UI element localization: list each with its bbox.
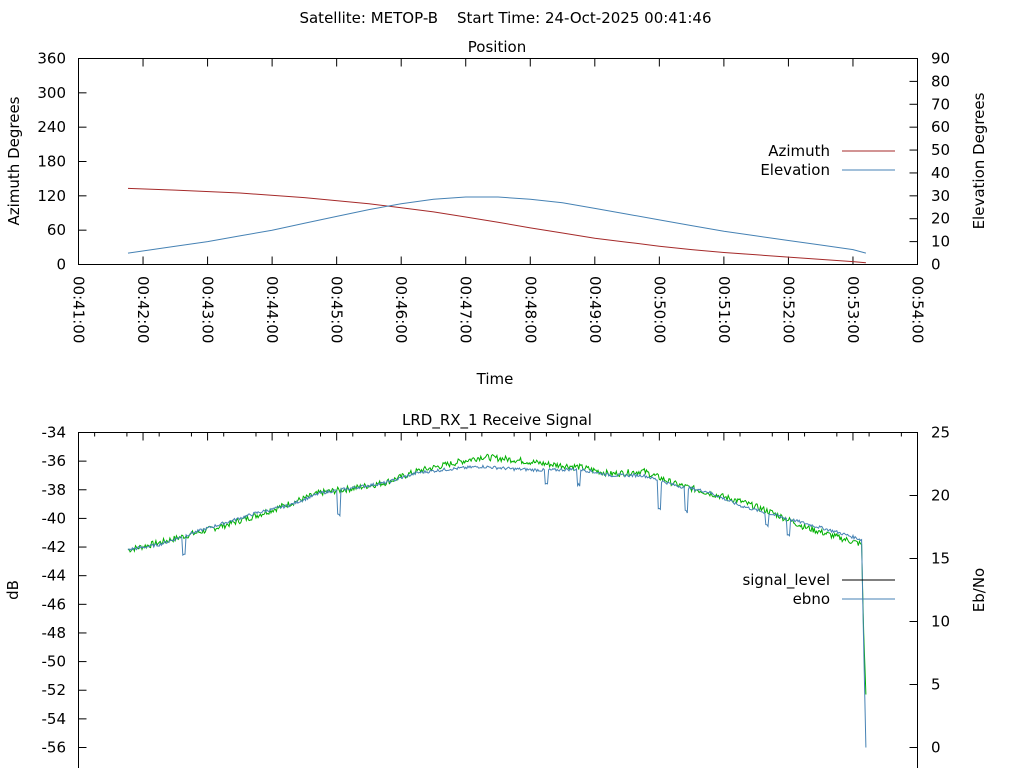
series-line-elevation xyxy=(127,196,867,254)
signal-ytick-label: -56 xyxy=(42,739,67,757)
position-title: Position xyxy=(468,38,526,56)
position-y2tick-label: 90 xyxy=(931,50,950,68)
series-line-azimuth xyxy=(127,187,866,264)
series-line-signal-level xyxy=(127,453,867,695)
signal-ytick-label: -42 xyxy=(42,538,67,556)
signal-ytick-label: -34 xyxy=(42,424,67,442)
signal-y2label: Eb/No xyxy=(970,568,988,612)
signal-y2tick-label: 20 xyxy=(931,487,950,505)
position-y2tick-label: 20 xyxy=(931,210,950,228)
start-time-label: Start Time: 24-Oct-2025 00:41:46 xyxy=(457,9,712,27)
signal-ytick-label: -50 xyxy=(42,653,67,671)
position-series xyxy=(127,187,867,264)
position-xtick-label: 00:54:00 xyxy=(909,276,927,343)
legend-label-elevation: Elevation xyxy=(760,161,830,179)
signal-y2tick-label: 10 xyxy=(931,613,950,631)
signal-y2tick-label: 5 xyxy=(931,676,941,694)
position-ytick-label: 240 xyxy=(37,118,66,136)
signal-legend: signal_level ebno xyxy=(742,571,895,608)
position-xtick-label: 00:52:00 xyxy=(779,276,797,343)
signal-title: LRD_RX_1 Receive Signal xyxy=(402,411,592,430)
position-xtick-label: 00:50:00 xyxy=(650,276,668,343)
series-line-ebno xyxy=(127,464,867,748)
position-chart: Position 0 60 120 180 240 300 360 0 10 20 30 40 50 60… xyxy=(5,38,988,388)
signal-y2tick-label: 25 xyxy=(931,424,950,442)
position-xtick-label: 00:45:00 xyxy=(328,276,346,343)
position-xtick-label: 00:41:00 xyxy=(70,276,88,343)
signal-y2tick-label: 0 xyxy=(931,739,941,757)
position-y2tick-label: 60 xyxy=(931,118,950,136)
position-ytick-label: 0 xyxy=(56,256,66,274)
position-ytick-label: 360 xyxy=(37,50,66,68)
signal-ytick-label: -46 xyxy=(42,595,67,613)
position-xtick-label: 00:46:00 xyxy=(392,276,410,343)
position-xtick-label: 00:48:00 xyxy=(521,276,539,343)
signal-ylabel: dB xyxy=(4,580,22,600)
position-ytick-label: 60 xyxy=(47,221,66,239)
position-y2tick-label: 70 xyxy=(931,95,950,113)
position-xtick-label: 00:47:00 xyxy=(457,276,475,343)
position-xlabel: Time xyxy=(476,370,514,388)
position-xtick-label: 00:42:00 xyxy=(134,276,152,343)
signal-ticks: -56 -54 -52 -50 -48 -46 -44 -42 -40 -38 -36 -34 0 5 10… xyxy=(42,424,951,757)
position-y2tick-label: 30 xyxy=(931,187,950,205)
signal-ytick-label: -36 xyxy=(42,452,67,470)
position-ytick-label: 300 xyxy=(37,84,66,102)
position-ytick-label: 180 xyxy=(37,153,66,171)
signal-plot-frame xyxy=(78,432,918,768)
position-y2tick-label: 10 xyxy=(931,233,950,251)
position-xtick-label: 00:44:00 xyxy=(263,276,281,343)
position-ticks: 0 60 120 180 240 300 360 0 10 20 30 40 50 60 70 80 90 00:… xyxy=(37,50,950,344)
signal-ytick-label: -54 xyxy=(42,710,67,728)
signal-ytick-label: -44 xyxy=(42,567,67,585)
position-xtick-label: 00:49:00 xyxy=(586,276,604,343)
signal-ytick-label: -52 xyxy=(42,681,67,699)
position-y2tick-label: 80 xyxy=(931,72,950,90)
position-y2label: Elevation Degrees xyxy=(970,92,988,229)
legend-label-azimuth: Azimuth xyxy=(768,142,830,160)
position-legend: Azimuth Elevation xyxy=(760,142,895,179)
position-y2tick-label: 0 xyxy=(931,256,941,274)
satellite-label: Satellite: METOP-B xyxy=(299,9,438,27)
position-xtick-label: 00:51:00 xyxy=(715,276,733,343)
signal-chart: LRD_RX_1 Receive Signal -56-54-52-50-48-… xyxy=(4,411,988,768)
signal-series xyxy=(127,453,867,748)
position-ylabel: Azimuth Degrees xyxy=(5,96,23,225)
position-ytick-label: 120 xyxy=(37,187,66,205)
signal-ytick-label: -40 xyxy=(42,509,67,527)
position-xtick-label: 00:53:00 xyxy=(844,276,862,343)
position-xtick-label: 00:43:00 xyxy=(199,276,217,343)
position-y2tick-label: 50 xyxy=(931,141,950,159)
legend-label-ebno: ebno xyxy=(793,590,830,608)
position-y2tick-label: 40 xyxy=(931,164,950,182)
signal-ytick-label: -48 xyxy=(42,624,67,642)
legend-label-signal-level: signal_level xyxy=(742,571,830,590)
signal-y2tick-label: 15 xyxy=(931,550,950,568)
signal-ytick-label: -38 xyxy=(42,481,67,499)
